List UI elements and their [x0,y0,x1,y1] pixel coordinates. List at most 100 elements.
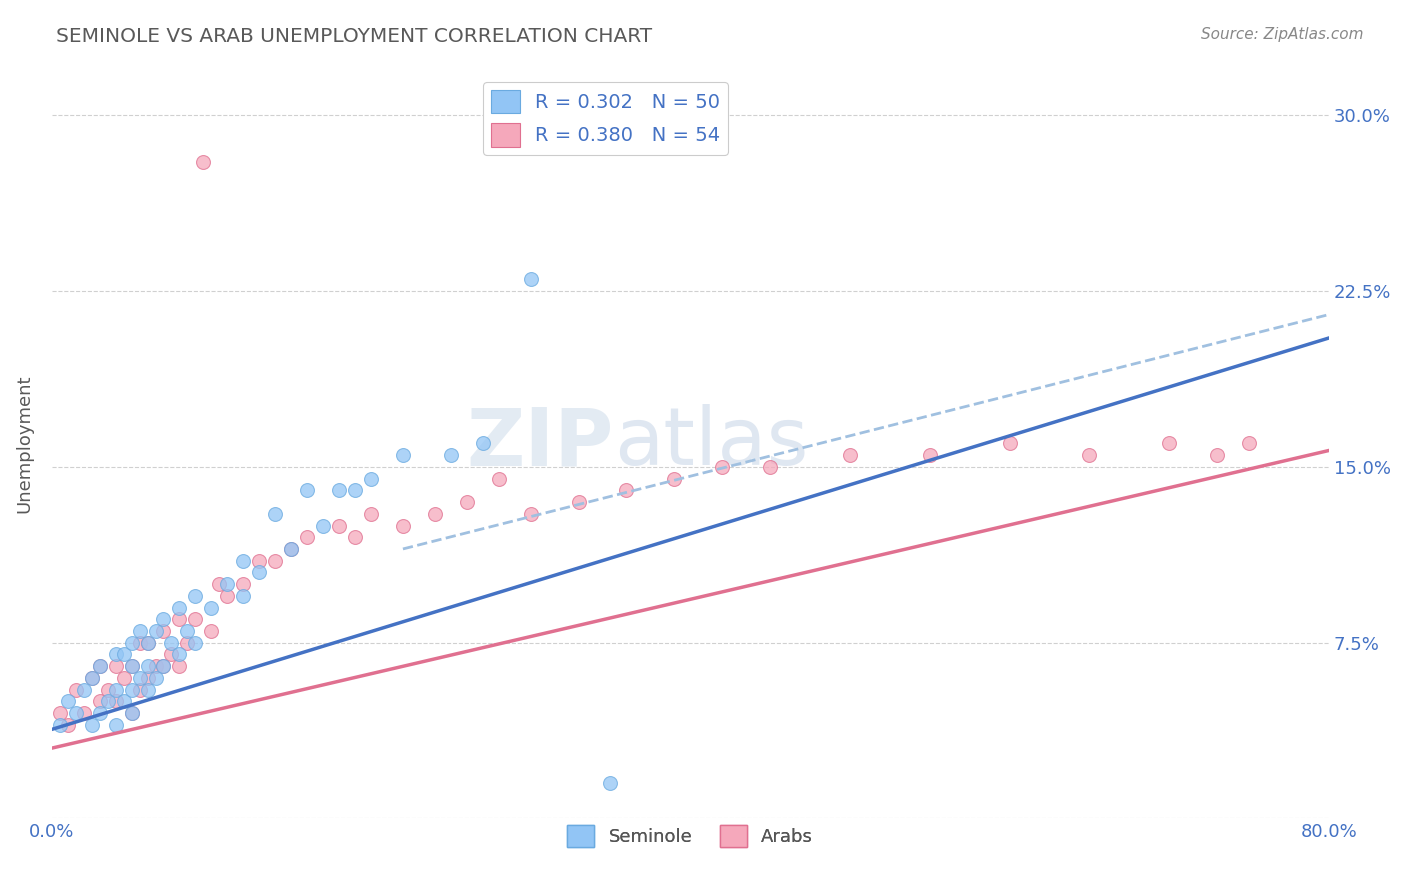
Point [169,648,191,662]
Point [104,682,127,697]
Point [208,577,231,591]
Point [97,682,120,697]
Point [56,717,79,731]
Point [328,518,350,533]
Point [232,577,254,591]
Point [1206,448,1229,462]
Point [264,507,287,521]
Point [104,694,127,708]
Point [471,436,494,450]
Point [48,706,70,720]
Point [440,448,463,462]
Point [312,518,335,533]
Point [599,776,621,790]
Point [711,459,734,474]
Point [423,507,446,521]
Point [184,612,207,626]
Point [80,671,103,685]
Point [759,459,782,474]
Point [280,541,302,556]
Text: atlas: atlas [613,404,808,483]
Point [136,671,159,685]
Point [136,659,159,673]
Point [217,577,239,591]
Point [152,612,174,626]
Point [176,636,198,650]
Point [160,648,183,662]
Point [200,600,222,615]
Point [838,448,860,462]
Point [918,448,941,462]
Point [121,636,143,650]
Point [232,554,254,568]
Point [169,612,191,626]
Point [136,636,159,650]
Point [519,272,541,286]
Point [121,659,143,673]
Point [295,530,318,544]
Point [128,682,150,697]
Point [519,507,541,521]
Point [328,483,350,498]
Point [344,483,367,498]
Point [104,717,127,731]
Point [217,589,239,603]
Point [392,448,415,462]
Point [200,624,222,638]
Point [80,717,103,731]
Point [145,659,167,673]
Point [360,507,382,521]
Point [136,682,159,697]
Point [128,671,150,685]
Point [176,624,198,638]
Point [616,483,638,498]
Point [56,694,79,708]
Point [169,600,191,615]
Point [1237,436,1260,450]
Point [1078,448,1101,462]
Point [89,694,111,708]
Point [280,541,302,556]
Point [73,682,96,697]
Point [128,636,150,650]
Point [73,706,96,720]
Point [65,682,87,697]
Point [121,659,143,673]
Y-axis label: Unemployment: Unemployment [15,375,32,513]
Point [247,554,270,568]
Point [344,530,367,544]
Point [1159,436,1181,450]
Legend: Seminole, Arabs: Seminole, Arabs [560,818,820,855]
Point [160,636,183,650]
Text: ZIP: ZIP [467,404,613,483]
Point [145,671,167,685]
Point [145,624,167,638]
Point [112,694,135,708]
Point [488,472,510,486]
Point [169,659,191,673]
Point [121,706,143,720]
Point [89,659,111,673]
Point [89,659,111,673]
Point [184,636,207,650]
Point [567,495,589,509]
Point [136,636,159,650]
Point [104,659,127,673]
Point [97,694,120,708]
Point [65,706,87,720]
Point [232,589,254,603]
Point [295,483,318,498]
Point [152,659,174,673]
Point [121,682,143,697]
Point [264,554,287,568]
Point [80,671,103,685]
Point [456,495,478,509]
Point [112,648,135,662]
Point [184,589,207,603]
Point [121,706,143,720]
Point [48,717,70,731]
Point [998,436,1021,450]
Point [152,624,174,638]
Point [360,472,382,486]
Point [112,671,135,685]
